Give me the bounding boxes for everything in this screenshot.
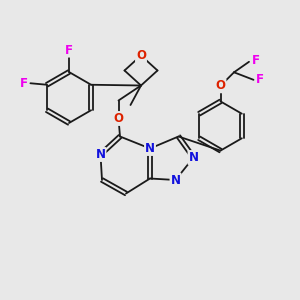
Text: N: N (170, 173, 181, 187)
Text: F: F (252, 54, 260, 67)
Text: N: N (145, 142, 155, 155)
Text: N: N (188, 151, 199, 164)
Text: F: F (65, 44, 73, 57)
Text: O: O (215, 79, 226, 92)
Text: O: O (136, 49, 146, 62)
Text: O: O (113, 112, 124, 125)
Text: F: F (20, 77, 28, 90)
Text: F: F (256, 73, 264, 86)
Text: N: N (95, 148, 106, 161)
